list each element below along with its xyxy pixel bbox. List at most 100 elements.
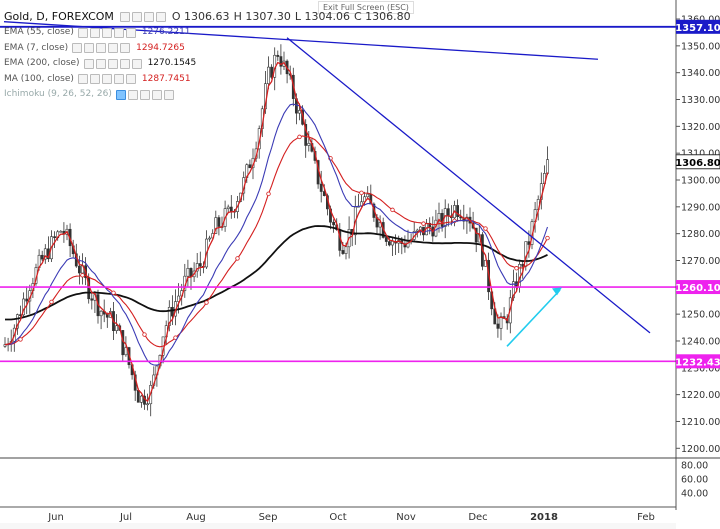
indicator-name: EMA (200, close) [4, 58, 80, 69]
price-tick-label: 1300.00 [681, 176, 720, 187]
ma100-marker [142, 332, 147, 337]
indicator-controls[interactable] [115, 89, 174, 100]
price-tick-label: 1280.00 [681, 229, 720, 240]
month-label: 2018 [530, 512, 558, 523]
candle-body [59, 230, 63, 233]
candle-body [90, 298, 94, 301]
candle-body [304, 124, 308, 146]
indicator-row-ema55[interactable]: EMA (55, close) 1276.2211 [4, 25, 415, 41]
indicator-name: EMA (55, close) [4, 27, 74, 38]
ma100-marker [483, 226, 488, 231]
indicator-name: Ichimoku (9, 26, 52, 26) [4, 89, 112, 100]
ma100-marker [80, 273, 85, 278]
price-tick-label: 1270.00 [681, 256, 720, 267]
price-tick-label: 1240.00 [681, 336, 720, 347]
price-label-text: 1232.43 [675, 357, 720, 368]
arrow-head-icon [552, 287, 562, 296]
candle-body [99, 310, 103, 317]
ema7-line [4, 61, 549, 403]
price-tick-label: 1330.00 [681, 95, 720, 106]
candle-body [456, 205, 460, 217]
candle-body [15, 314, 19, 329]
price-label-badge [675, 154, 720, 170]
candle-body [229, 206, 233, 212]
candle-body [177, 295, 181, 302]
indicator-row-ema7[interactable]: EMA (7, close) 1294.7265 [4, 41, 415, 57]
candle-body [214, 217, 218, 234]
candle-body [124, 347, 128, 356]
month-label: Jun [47, 512, 64, 523]
ma100-marker [111, 290, 116, 296]
candle-body [43, 248, 47, 260]
falling-trendline [286, 37, 651, 334]
indicator-controls[interactable] [77, 27, 136, 38]
indicator-value: 1287.7451 [141, 73, 191, 84]
ma100-marker [545, 235, 550, 241]
candle-body [115, 325, 119, 331]
chart-legend: Gold, D, FOREXCOM O 1306.63 H 1307.30 L … [4, 8, 415, 103]
ema55-line [4, 103, 549, 366]
indicator-row-ema200[interactable]: EMA (200, close) 1270.1545 [4, 56, 415, 72]
candle-body [140, 395, 143, 403]
price-label-badge [676, 19, 720, 34]
candle-body [276, 54, 280, 57]
up-arrow-icon [506, 289, 561, 347]
candle-body [270, 66, 274, 78]
candle-body [341, 250, 345, 254]
low-value: L 1304.06 [294, 10, 350, 23]
indicator-controls[interactable] [72, 43, 131, 54]
time-axis: Jun Jul Aug Sep Oct Nov Dec 2018 Feb [0, 506, 676, 529]
ma100-line [4, 135, 548, 348]
ma100-marker [49, 299, 54, 305]
indicator-value: 1276.2211 [141, 27, 191, 38]
exit-fullscreen-button[interactable]: Exit Full Screen (ESC) [318, 1, 414, 14]
candle-body [226, 206, 230, 210]
price-tick-label: 1250.00 [681, 310, 720, 321]
price-tick-label: 1220.00 [681, 390, 720, 401]
candle-body [391, 241, 394, 246]
candle-body [25, 298, 29, 302]
price-tick-label: 1200.00 [681, 444, 720, 455]
month-label: Feb [637, 512, 655, 523]
indicator-name: MA (100, close) [4, 73, 74, 84]
candle-body [496, 323, 500, 329]
month-label: Oct [329, 512, 346, 523]
candle-body [78, 265, 81, 274]
price-tick-label: 1350.00 [681, 41, 720, 52]
candle-body [136, 390, 140, 403]
price-tick-label: 1320.00 [681, 122, 720, 133]
month-label: Aug [186, 512, 206, 523]
lower-tick-label: 40.00 [681, 489, 708, 500]
ma100-marker [235, 256, 240, 261]
ma100-marker [390, 207, 395, 213]
candle-body [298, 110, 301, 114]
candle-body [3, 344, 7, 347]
ma100-marker [359, 190, 364, 196]
ma100-marker [266, 191, 271, 197]
candle-body [53, 236, 57, 239]
lower-tick-label: 60.00 [681, 475, 708, 486]
symbol-row: Gold, D, FOREXCOM O 1306.63 H 1307.30 L … [4, 8, 415, 25]
indicator-value: 1294.7265 [136, 42, 185, 53]
indicator-controls[interactable] [83, 58, 142, 69]
lower-tick-label: 80.00 [681, 461, 708, 472]
symbol-controls[interactable] [119, 11, 166, 22]
high-value: H 1307.30 [233, 10, 291, 23]
ma100-marker [18, 337, 23, 342]
indicator-controls[interactable] [77, 74, 136, 85]
price-labels: 1357.10 1306.80 1260.10 1232.43 [675, 19, 720, 369]
price-tick-label: 1310.00 [681, 149, 720, 160]
price-label-badge [676, 354, 720, 369]
month-label: Nov [396, 512, 416, 523]
candle-body [366, 193, 370, 198]
candle-body [387, 241, 391, 246]
indicator-row-ichimoku[interactable]: Ichimoku (9, 26, 52, 26) [4, 87, 415, 103]
price-tick-label: 1210.00 [681, 417, 720, 428]
indicator-row-ma100[interactable]: MA (100, close) 1287.7451 [4, 72, 415, 88]
candle-body [546, 159, 549, 174]
candle-body [307, 143, 311, 146]
candle-body [474, 227, 478, 243]
candle-body [332, 221, 336, 226]
